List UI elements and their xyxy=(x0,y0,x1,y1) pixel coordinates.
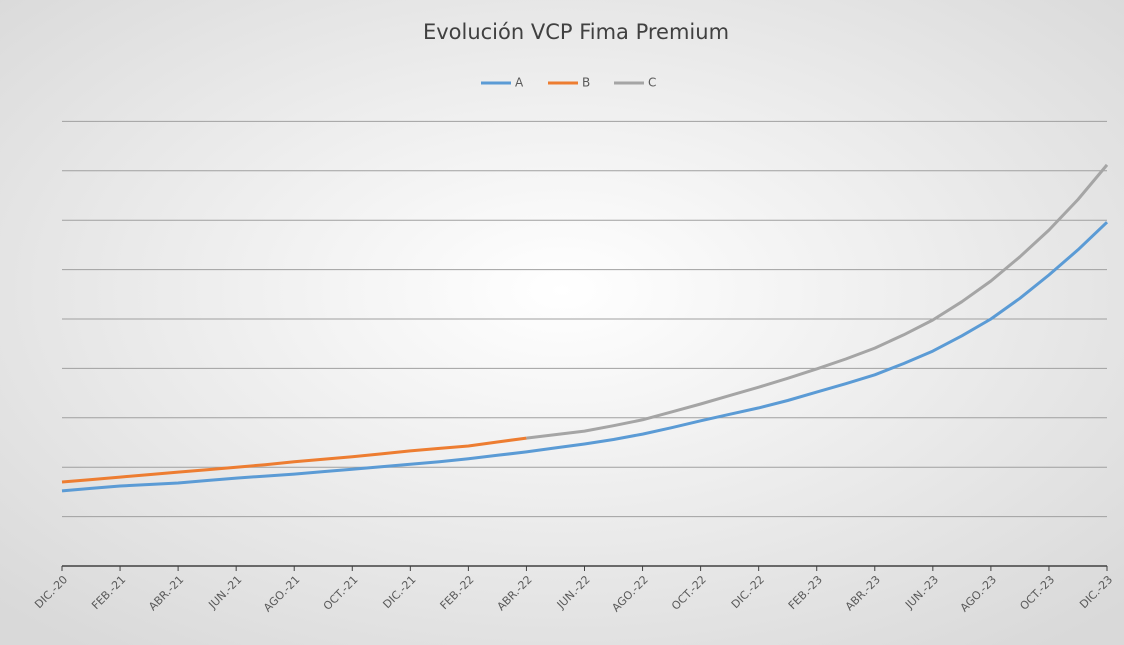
legend-label: A xyxy=(515,76,524,90)
chart-title: Evolución VCP Fima Premium xyxy=(423,20,729,44)
legend-label: C xyxy=(648,76,656,90)
legend-label: B xyxy=(582,76,590,90)
series-line xyxy=(526,163,1109,440)
series-line xyxy=(61,436,527,484)
series-line xyxy=(61,221,1109,493)
